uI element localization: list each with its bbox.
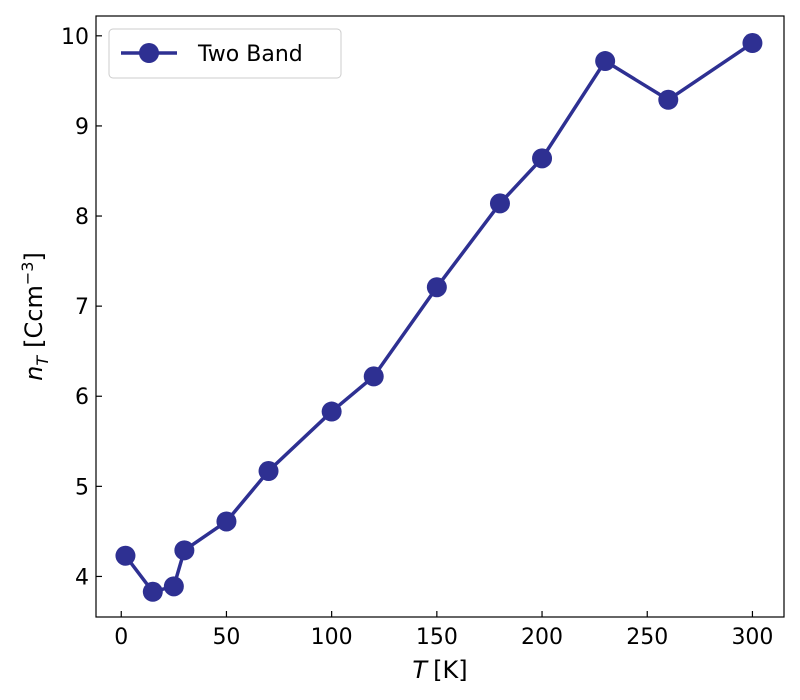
x-axis-label: T [K]	[412, 656, 467, 684]
y-axis-label: nT [Ccm−3]	[18, 252, 52, 381]
y-axis-subscript: T	[33, 355, 52, 366]
data-point	[363, 366, 384, 387]
x-tick-label: 150	[416, 625, 458, 650]
data-point	[174, 540, 195, 561]
x-tick-label: 300	[731, 625, 773, 650]
data-point	[426, 277, 447, 298]
y-tick-label: 10	[61, 25, 89, 50]
x-tick-label: 250	[626, 625, 668, 650]
y-axis-unit-suffix: ]	[20, 252, 48, 261]
data-point	[532, 148, 553, 169]
y-tick-label: 9	[75, 115, 89, 140]
x-axis: 0 50 100 150 200 250 300	[114, 611, 773, 650]
data-point	[115, 545, 136, 566]
data-point	[489, 193, 510, 214]
series-line	[124, 41, 754, 594]
plot-area-frame	[95, 15, 785, 618]
y-tick-label: 7	[75, 295, 89, 320]
data-point	[658, 89, 679, 110]
legend-label: Two Band	[197, 42, 303, 67]
y-axis-symbol: n	[20, 366, 48, 381]
y-tick-label: 8	[75, 205, 89, 230]
data-point	[742, 33, 763, 54]
x-tick-label: 200	[521, 625, 563, 650]
data-point	[595, 51, 616, 72]
data-point	[321, 401, 342, 422]
x-tick-label: 0	[114, 625, 128, 650]
data-point	[163, 576, 184, 597]
y-axis-unit-prefix: [Ccm	[20, 285, 48, 348]
x-tick-label: 100	[311, 625, 353, 650]
plot-content	[115, 33, 763, 602]
x-tick-label: 50	[212, 625, 240, 650]
data-point	[142, 581, 163, 602]
data-point	[216, 511, 237, 532]
x-axis-symbol: T	[412, 656, 429, 684]
y-tick-label: 4	[75, 565, 89, 590]
legend: Two Band	[108, 28, 342, 79]
y-axis: 4 5 6 7 8 9 10	[61, 25, 102, 590]
legend-marker-swatch	[139, 43, 159, 63]
y-tick-label: 5	[75, 475, 89, 500]
legend-box	[108, 28, 342, 79]
data-point	[258, 461, 279, 482]
x-axis-unit: [K]	[433, 656, 467, 684]
y-tick-label: 6	[75, 385, 89, 410]
y-axis-unit-exponent: −3	[18, 262, 37, 286]
